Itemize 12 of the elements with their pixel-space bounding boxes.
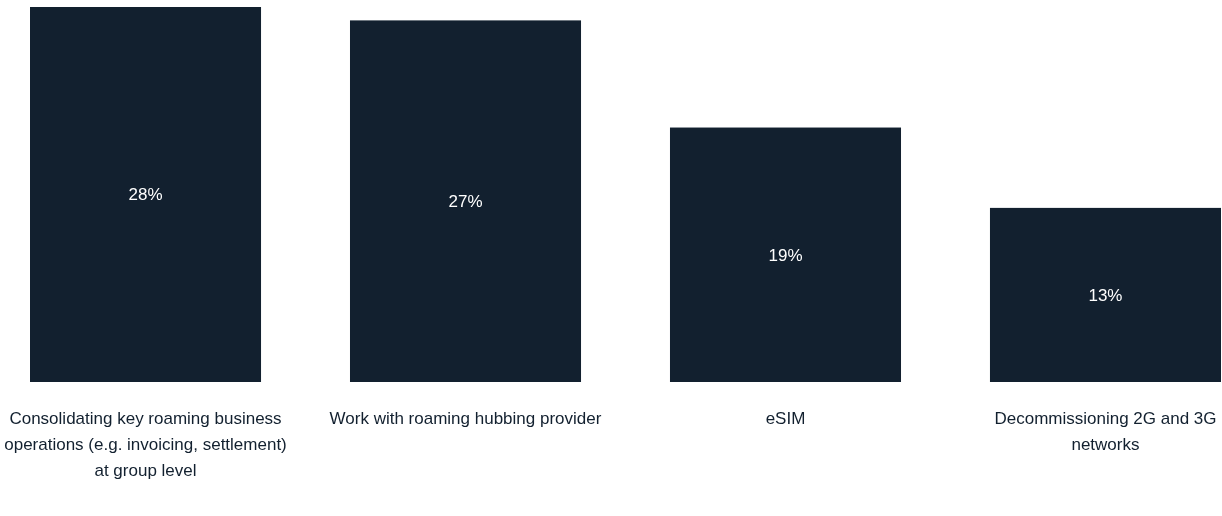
data-label: 19% — [768, 245, 803, 265]
data-label: 27% — [448, 192, 483, 212]
data-label: 13% — [1088, 285, 1123, 305]
data-label: 28% — [128, 185, 163, 205]
x-tick-label: Decommissioning 2G and 3G networks — [994, 409, 1217, 454]
x-tick-label: eSIM — [765, 409, 806, 428]
bar — [30, 7, 262, 382]
x-tick-label: Work with roaming hubbing provider — [329, 409, 602, 428]
bar — [669, 127, 902, 382]
x-tick-label: Consolidating key roaming business operations (e.g. invoicing, settlement) at group level — [4, 409, 287, 480]
bar — [989, 207, 1221, 382]
bar — [349, 20, 582, 382]
